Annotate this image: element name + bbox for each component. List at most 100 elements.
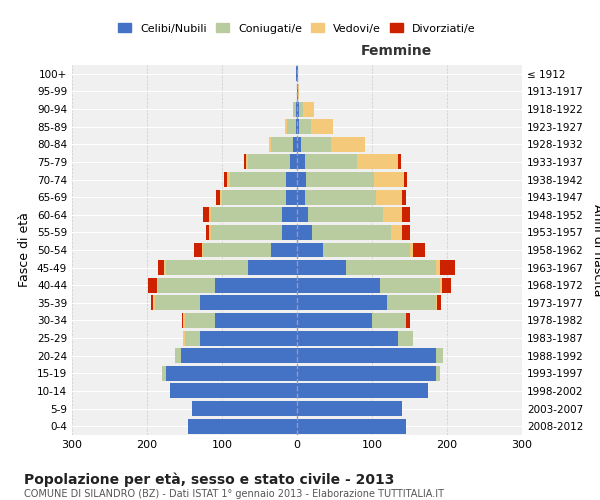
Bar <box>211 225 282 240</box>
Bar <box>185 313 215 328</box>
Bar <box>402 208 409 222</box>
Bar <box>296 119 297 134</box>
Bar <box>297 119 299 134</box>
Bar <box>199 296 297 310</box>
Text: Popolazione per età, sesso e stato civile - 2013: Popolazione per età, sesso e stato civil… <box>24 472 394 487</box>
Bar <box>297 260 346 275</box>
Text: COMUNE DI SILANDRO (BZ) - Dati ISTAT 1° gennaio 2013 - Elaborazione TUTTITALIA.I: COMUNE DI SILANDRO (BZ) - Dati ISTAT 1° … <box>24 489 444 499</box>
Bar <box>303 102 314 116</box>
Bar <box>148 278 157 292</box>
Bar <box>398 154 401 170</box>
Bar <box>166 366 297 381</box>
Text: Femmine: Femmine <box>361 44 431 58</box>
Bar <box>391 225 402 240</box>
Bar <box>439 260 455 275</box>
Bar <box>436 366 439 381</box>
Bar <box>413 242 425 258</box>
Bar <box>297 348 436 363</box>
Bar <box>346 260 436 275</box>
Bar <box>155 296 199 310</box>
Bar <box>158 260 164 275</box>
Bar <box>383 208 402 222</box>
Bar <box>157 278 158 292</box>
Bar <box>269 137 271 152</box>
Bar <box>297 154 305 170</box>
Bar <box>246 154 248 170</box>
Bar <box>297 384 428 398</box>
Bar <box>199 330 297 345</box>
Bar <box>436 348 443 363</box>
Bar <box>298 84 299 99</box>
Bar <box>398 330 413 345</box>
Bar <box>296 66 297 82</box>
Bar <box>402 190 406 204</box>
Bar <box>323 242 409 258</box>
Bar <box>297 225 312 240</box>
Bar <box>215 278 297 292</box>
Bar <box>290 154 297 170</box>
Bar <box>282 208 297 222</box>
Y-axis label: Fasce di età: Fasce di età <box>19 212 31 288</box>
Bar <box>162 366 166 381</box>
Bar <box>306 172 373 187</box>
Bar <box>305 190 376 204</box>
Bar <box>305 154 357 170</box>
Bar <box>297 84 298 99</box>
Bar <box>373 172 404 187</box>
Bar <box>376 190 402 204</box>
Bar <box>248 260 297 275</box>
Bar <box>215 313 297 328</box>
Bar <box>282 225 297 240</box>
Bar <box>299 102 303 116</box>
Bar <box>380 278 439 292</box>
Bar <box>297 190 305 204</box>
Bar <box>158 278 215 292</box>
Bar <box>183 330 185 345</box>
Legend: Celibi/Nubili, Coniugati/e, Vedovi/e, Divorziati/e: Celibi/Nubili, Coniugati/e, Vedovi/e, Di… <box>114 19 480 38</box>
Bar <box>175 348 181 363</box>
Bar <box>181 348 297 363</box>
Bar <box>297 278 380 292</box>
Bar <box>248 154 290 170</box>
Bar <box>205 225 209 240</box>
Bar <box>437 296 441 310</box>
Bar <box>296 102 297 116</box>
Bar <box>402 225 409 240</box>
Y-axis label: Anni di nascita: Anni di nascita <box>592 204 600 296</box>
Bar <box>387 296 436 310</box>
Bar <box>297 66 298 82</box>
Bar <box>153 296 155 310</box>
Bar <box>297 296 387 310</box>
Bar <box>442 278 451 292</box>
Bar <box>331 137 365 152</box>
Bar <box>299 119 311 134</box>
Bar <box>301 137 331 152</box>
Bar <box>297 208 308 222</box>
Bar <box>244 154 246 170</box>
Bar <box>229 172 286 187</box>
Bar <box>286 190 297 204</box>
Bar <box>202 242 203 258</box>
Bar <box>203 242 271 258</box>
Bar <box>297 330 398 345</box>
Bar <box>297 172 306 187</box>
Bar <box>164 260 166 275</box>
Bar <box>436 296 437 310</box>
Bar <box>297 313 372 328</box>
Bar <box>372 313 406 328</box>
Bar <box>222 190 286 204</box>
Bar <box>271 242 297 258</box>
Bar <box>188 418 297 434</box>
Bar <box>297 137 301 152</box>
Bar <box>209 208 211 222</box>
Bar <box>151 296 153 310</box>
Bar <box>357 154 398 170</box>
Bar <box>297 102 299 116</box>
Bar <box>297 366 436 381</box>
Bar <box>209 225 211 240</box>
Bar <box>182 313 183 328</box>
Bar <box>312 225 391 240</box>
Bar <box>170 384 297 398</box>
Bar <box>203 208 209 222</box>
Bar <box>271 137 293 152</box>
